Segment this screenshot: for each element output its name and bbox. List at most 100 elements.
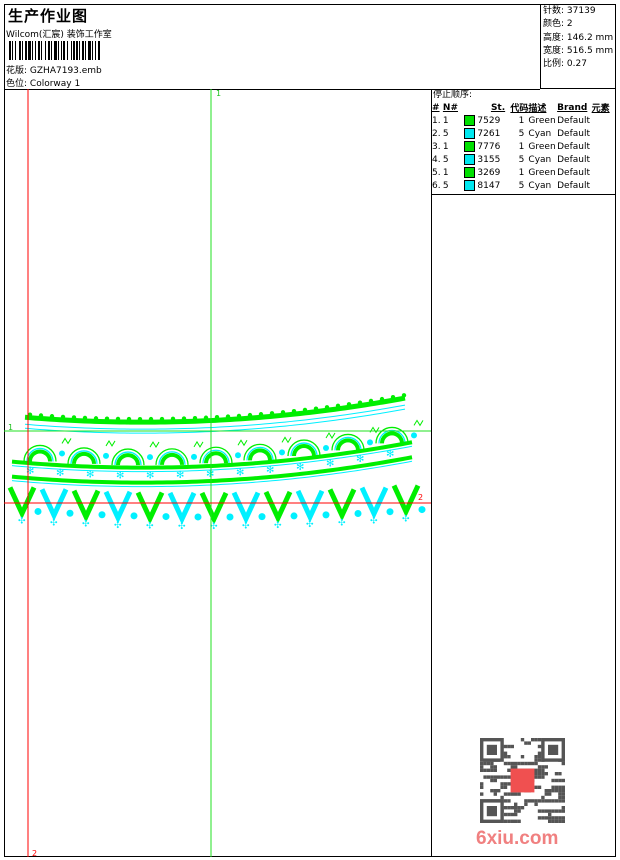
qr-module	[534, 785, 538, 789]
stop-row: 3. 1 7776 1 Green Default	[432, 140, 616, 153]
drop-motif: ✣	[242, 522, 250, 532]
color-description: Green	[528, 167, 556, 178]
qr-module	[514, 761, 518, 766]
qr-module	[541, 768, 545, 772]
cross-motif: ✻	[386, 449, 394, 460]
row-index: 1.	[432, 115, 441, 126]
needle-number: 1	[442, 115, 449, 126]
qr-module	[558, 772, 562, 776]
leaf-motif	[325, 432, 336, 440]
lower-green-band	[11, 455, 413, 485]
qr-module	[551, 778, 555, 783]
stat-scale: 比例: 0.27	[543, 59, 587, 70]
brand: Default	[557, 154, 590, 165]
stat-colors: 颜色: 2	[543, 19, 573, 30]
cyan-dot	[235, 452, 241, 459]
stat-height: 高度: 146.2 mm	[543, 32, 614, 43]
qr-module	[561, 792, 565, 796]
qr-module	[534, 772, 538, 776]
drop-motif: ✣	[114, 521, 122, 531]
needle-number: 5	[442, 154, 449, 165]
qr-module	[527, 761, 531, 766]
qr-module	[541, 816, 545, 820]
qr-module	[507, 812, 511, 817]
qr-module	[507, 799, 511, 803]
qr-module	[544, 799, 548, 803]
color-code: 1	[518, 115, 525, 126]
stop-sequence-title: 停止顺序:	[433, 90, 473, 100]
qr-module	[554, 778, 559, 783]
qr-module	[554, 819, 559, 823]
v-motif	[263, 490, 293, 524]
qr-module	[510, 792, 514, 796]
cyan-dot	[323, 445, 329, 452]
design-preview: ✻ ✻ ✻ ✻ ✻ ✻ ✻ ✻ ✻ ✻ ✻ ✻ ✻ ✣ ✣ ✣ ✣ ✣ ✣ ✣ ✣ ✣ ✣ ✣ ✣ ✣ 1 1 2 2	[4, 89, 432, 857]
arch	[287, 439, 321, 457]
qr-module	[503, 819, 508, 823]
flower-dot	[98, 511, 106, 519]
qr-module	[517, 806, 521, 810]
qr-module	[493, 765, 497, 769]
flower-dot	[354, 509, 362, 517]
qr-module	[503, 755, 508, 759]
colorway-info: 色位: Colorway 1	[6, 76, 80, 89]
qr-module	[561, 778, 565, 783]
cyan-line	[24, 404, 406, 430]
qr-module	[507, 744, 511, 749]
qr-module	[554, 789, 559, 793]
qr-module	[510, 765, 514, 769]
qr-module	[551, 789, 555, 793]
qr-module	[558, 792, 562, 796]
cross-motif: ✻	[56, 468, 64, 479]
design-file-info: 花版: GZHA7193.emb	[6, 63, 102, 76]
scallop-dot	[324, 405, 330, 410]
qr-module	[514, 765, 518, 769]
qr-module	[548, 819, 552, 823]
top-green-band	[24, 395, 406, 425]
qr-module	[544, 772, 548, 776]
qr-module	[537, 768, 542, 772]
qr-module	[558, 785, 562, 789]
qr-module	[517, 792, 521, 796]
scallop-dot	[379, 396, 385, 402]
arch	[70, 450, 98, 464]
flower-dot	[130, 512, 138, 520]
cross-motif: ✻	[86, 470, 94, 481]
cross-motif: ✻	[26, 466, 34, 477]
leaf-motif	[193, 440, 204, 448]
cross-motif: ✻	[116, 470, 124, 481]
leaf-motif	[281, 436, 292, 444]
arch	[111, 448, 145, 466]
qr-module	[486, 775, 491, 779]
qr-module	[486, 761, 491, 766]
qr-module	[520, 806, 525, 810]
qr-module	[514, 792, 518, 796]
qr-module	[544, 816, 548, 820]
cyan-dot	[59, 450, 65, 457]
qr-module	[541, 775, 545, 779]
cyan-dot	[279, 449, 285, 456]
leaf-motif	[149, 441, 160, 449]
drop-motif: ✣	[178, 522, 186, 532]
qr-module	[527, 799, 531, 803]
qr-module	[483, 768, 487, 772]
qr-module	[490, 765, 494, 769]
qr-module	[561, 816, 565, 820]
scallop-dot	[49, 414, 55, 419]
qr-module	[531, 799, 535, 803]
watermark-logo: 6xiu.com	[476, 828, 559, 849]
scallop-dot	[137, 416, 143, 422]
qr-module	[544, 765, 548, 769]
v-motif	[231, 491, 261, 525]
cyan-dot	[147, 454, 153, 461]
qr-module	[534, 768, 538, 772]
qr-module	[510, 812, 514, 817]
qr-module	[548, 816, 552, 820]
qr-module	[480, 765, 484, 769]
scallop-dot	[93, 416, 99, 421]
qr-module	[548, 799, 552, 803]
drop-motif: ✣	[338, 518, 346, 528]
qr-module	[537, 744, 542, 749]
qr-module	[490, 768, 494, 772]
qr-module	[524, 799, 528, 803]
